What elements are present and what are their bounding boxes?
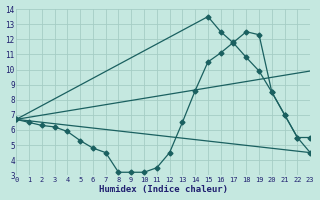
X-axis label: Humidex (Indice chaleur): Humidex (Indice chaleur) <box>99 185 228 194</box>
